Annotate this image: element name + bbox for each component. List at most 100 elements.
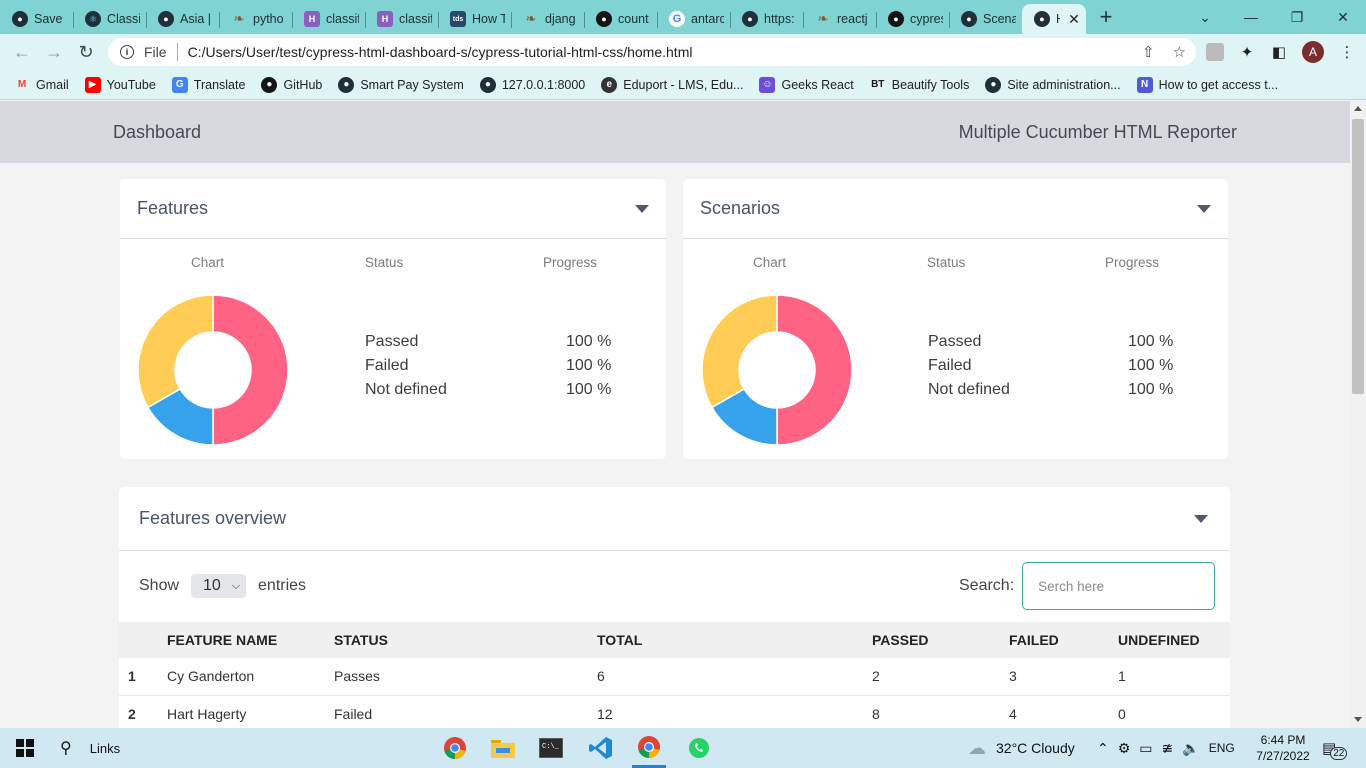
forward-button[interactable]: → xyxy=(45,41,63,62)
browser-tab[interactable]: ❧ djang xyxy=(511,4,584,34)
scenarios-card-header[interactable]: Scenarios xyxy=(683,179,1228,239)
scenarios-col-progress: Progress xyxy=(1105,255,1160,270)
bookmark-item[interactable]: M Gmail xyxy=(14,77,69,93)
column-header[interactable]: STATUS xyxy=(334,622,597,658)
new-tab-button[interactable]: + xyxy=(1099,4,1113,29)
volume-icon[interactable]: 🔈 xyxy=(1182,739,1200,756)
features-overview-header[interactable]: Features overview xyxy=(119,487,1230,551)
bookmark-label: How to get access t... xyxy=(1158,77,1279,92)
battery-icon[interactable]: ▭ xyxy=(1139,739,1153,756)
page-title: Dashboard xyxy=(113,121,202,142)
bookmark-item[interactable]: ● Site administration... xyxy=(985,76,1121,93)
features-progress-undefined: 100 % xyxy=(566,381,612,398)
column-header[interactable]: TOTAL xyxy=(597,622,872,658)
leaf-icon: ❧ xyxy=(525,11,537,26)
restore-button[interactable]: ❐ xyxy=(1290,8,1304,25)
browser-tab[interactable]: ● Save D xyxy=(0,4,73,34)
bookmark-item[interactable]: e Eduport - LMS, Edu... xyxy=(601,76,743,93)
bookmark-item[interactable]: ● Smart Pay System xyxy=(338,76,464,93)
info-icon[interactable]: i xyxy=(120,45,134,59)
scroll-down-icon[interactable] xyxy=(1354,717,1362,722)
puzzle-icon[interactable]: ✦ xyxy=(1240,44,1254,61)
menu-icon[interactable]: ⋮ xyxy=(1339,44,1355,61)
clock-date: 7/27/2022 xyxy=(1256,749,1310,763)
weather-widget[interactable]: ☁ 32°C Cloudy xyxy=(968,728,1075,768)
tab-search-icon[interactable]: ⌄ xyxy=(1199,8,1211,25)
notifications-button[interactable]: ▤ 22 xyxy=(1322,728,1348,768)
side-panel-icon[interactable]: ◧ xyxy=(1271,44,1287,61)
terminal-icon[interactable]: C:\_ xyxy=(534,728,568,768)
extension-gray-icon[interactable] xyxy=(1206,43,1224,61)
browser-tab[interactable]: ● Scena xyxy=(949,4,1022,34)
browser-tab[interactable]: ❧ reactj xyxy=(803,4,876,34)
windows-start-icon[interactable] xyxy=(8,728,42,768)
donut-slice-passed[interactable] xyxy=(776,295,852,445)
features-card: Features Chart Status Progress Passed Fa… xyxy=(120,179,666,459)
file-explorer-icon[interactable] xyxy=(486,728,520,768)
close-window-button[interactable]: ✕ xyxy=(1337,8,1349,25)
bookmark-item[interactable]: ● 127.0.0.1:8000 xyxy=(479,76,586,93)
meet-icon[interactable]: ⚙ xyxy=(1117,739,1131,756)
bookmark-star-icon[interactable]: ☆ xyxy=(1172,44,1186,61)
donut-slice-not-defined[interactable] xyxy=(702,295,778,409)
chrome-app-icon[interactable] xyxy=(438,728,472,768)
browser-tab[interactable]: ❧ pytho xyxy=(219,4,292,34)
column-header[interactable]: UNDEFINED xyxy=(1118,622,1230,658)
entries-select[interactable]: 10 ⌵ xyxy=(191,574,247,598)
clock[interactable]: 6:44 PM 7/27/2022 xyxy=(1253,728,1313,768)
chevron-down-icon[interactable] xyxy=(1194,514,1208,523)
table-row[interactable]: 2 Hart Hagerty Failed 12 8 4 0 xyxy=(119,695,1230,728)
back-button[interactable]: ← xyxy=(13,41,31,62)
column-header[interactable]: PASSED xyxy=(872,622,1009,658)
language-indicator[interactable]: ENG xyxy=(1208,741,1235,755)
column-header[interactable]: FEATURE NAME xyxy=(167,622,334,658)
scroll-thumb[interactable] xyxy=(1352,119,1364,394)
browser-tab[interactable]: tds How T xyxy=(438,4,511,34)
browser-tab[interactable]: ⚛ Classif xyxy=(73,4,146,34)
scroll-up-icon[interactable] xyxy=(1354,106,1362,111)
chevron-down-icon: ⌵ xyxy=(231,579,241,592)
chevron-up-icon[interactable]: ⌃ xyxy=(1097,739,1109,756)
bookmark-item[interactable]: G Translate xyxy=(171,76,245,93)
bookmark-item[interactable]: ☺ Geeks React xyxy=(759,76,854,93)
address-bar[interactable]: i File C:/Users/User/test/cypress-html-d… xyxy=(108,38,1196,66)
features-status-failed: Failed xyxy=(365,357,409,374)
chrome-active-app-icon[interactable] xyxy=(632,728,666,768)
tab-title: Ho xyxy=(1056,12,1060,26)
tab-title: Asia | xyxy=(180,12,212,26)
profile-avatar[interactable]: A xyxy=(1302,41,1324,63)
column-header[interactable] xyxy=(119,622,167,658)
chevron-down-icon[interactable] xyxy=(635,204,649,213)
taskbar-search[interactable]: ⚲ Links xyxy=(60,728,160,768)
minimize-button[interactable]: — xyxy=(1244,9,1258,25)
features-card-header[interactable]: Features xyxy=(120,179,666,239)
donut-slice-not-defined[interactable] xyxy=(138,295,214,409)
bookmark-item[interactable]: ● GitHub xyxy=(261,76,322,93)
bookmark-item[interactable]: N How to get access t... xyxy=(1136,76,1279,93)
whatsapp-icon[interactable] xyxy=(682,728,716,768)
browser-tab[interactable]: ● cypres xyxy=(876,4,949,34)
table-row[interactable]: 1 Cy Ganderton Passes 6 2 3 1 xyxy=(119,658,1230,696)
vertical-scrollbar[interactable] xyxy=(1350,101,1366,728)
tab-active[interactable]: ● Ho ✕ xyxy=(1022,4,1086,34)
column-header[interactable]: FAILED xyxy=(1009,622,1118,658)
chevron-down-icon[interactable] xyxy=(1197,204,1211,213)
search-input[interactable] xyxy=(1022,562,1216,610)
browser-tab[interactable]: ● Asia | xyxy=(146,4,219,34)
donut-slice-passed[interactable] xyxy=(212,295,288,445)
share-icon[interactable]: ⇧ xyxy=(1141,44,1155,61)
bookmark-item[interactable]: BT Beautify Tools xyxy=(870,77,969,93)
vscode-icon[interactable] xyxy=(584,728,618,768)
bookmark-item[interactable]: ▶ YouTube xyxy=(84,76,156,93)
wifi-icon[interactable]: ≇ xyxy=(1161,739,1174,756)
tab-close-icon[interactable]: ✕ xyxy=(1068,10,1080,27)
bookmark-label: 127.0.0.1:8000 xyxy=(501,77,586,92)
browser-tab[interactable]: ● count xyxy=(584,4,657,34)
browser-tab[interactable]: ● https: xyxy=(730,4,803,34)
table-cell: Cy Ganderton xyxy=(167,658,334,696)
reload-button[interactable]: ↻ xyxy=(78,41,94,62)
bookmarks-bar: M Gmail ▶ YouTube G Translate ● GitHub ● Smart Pa… xyxy=(0,70,1366,100)
